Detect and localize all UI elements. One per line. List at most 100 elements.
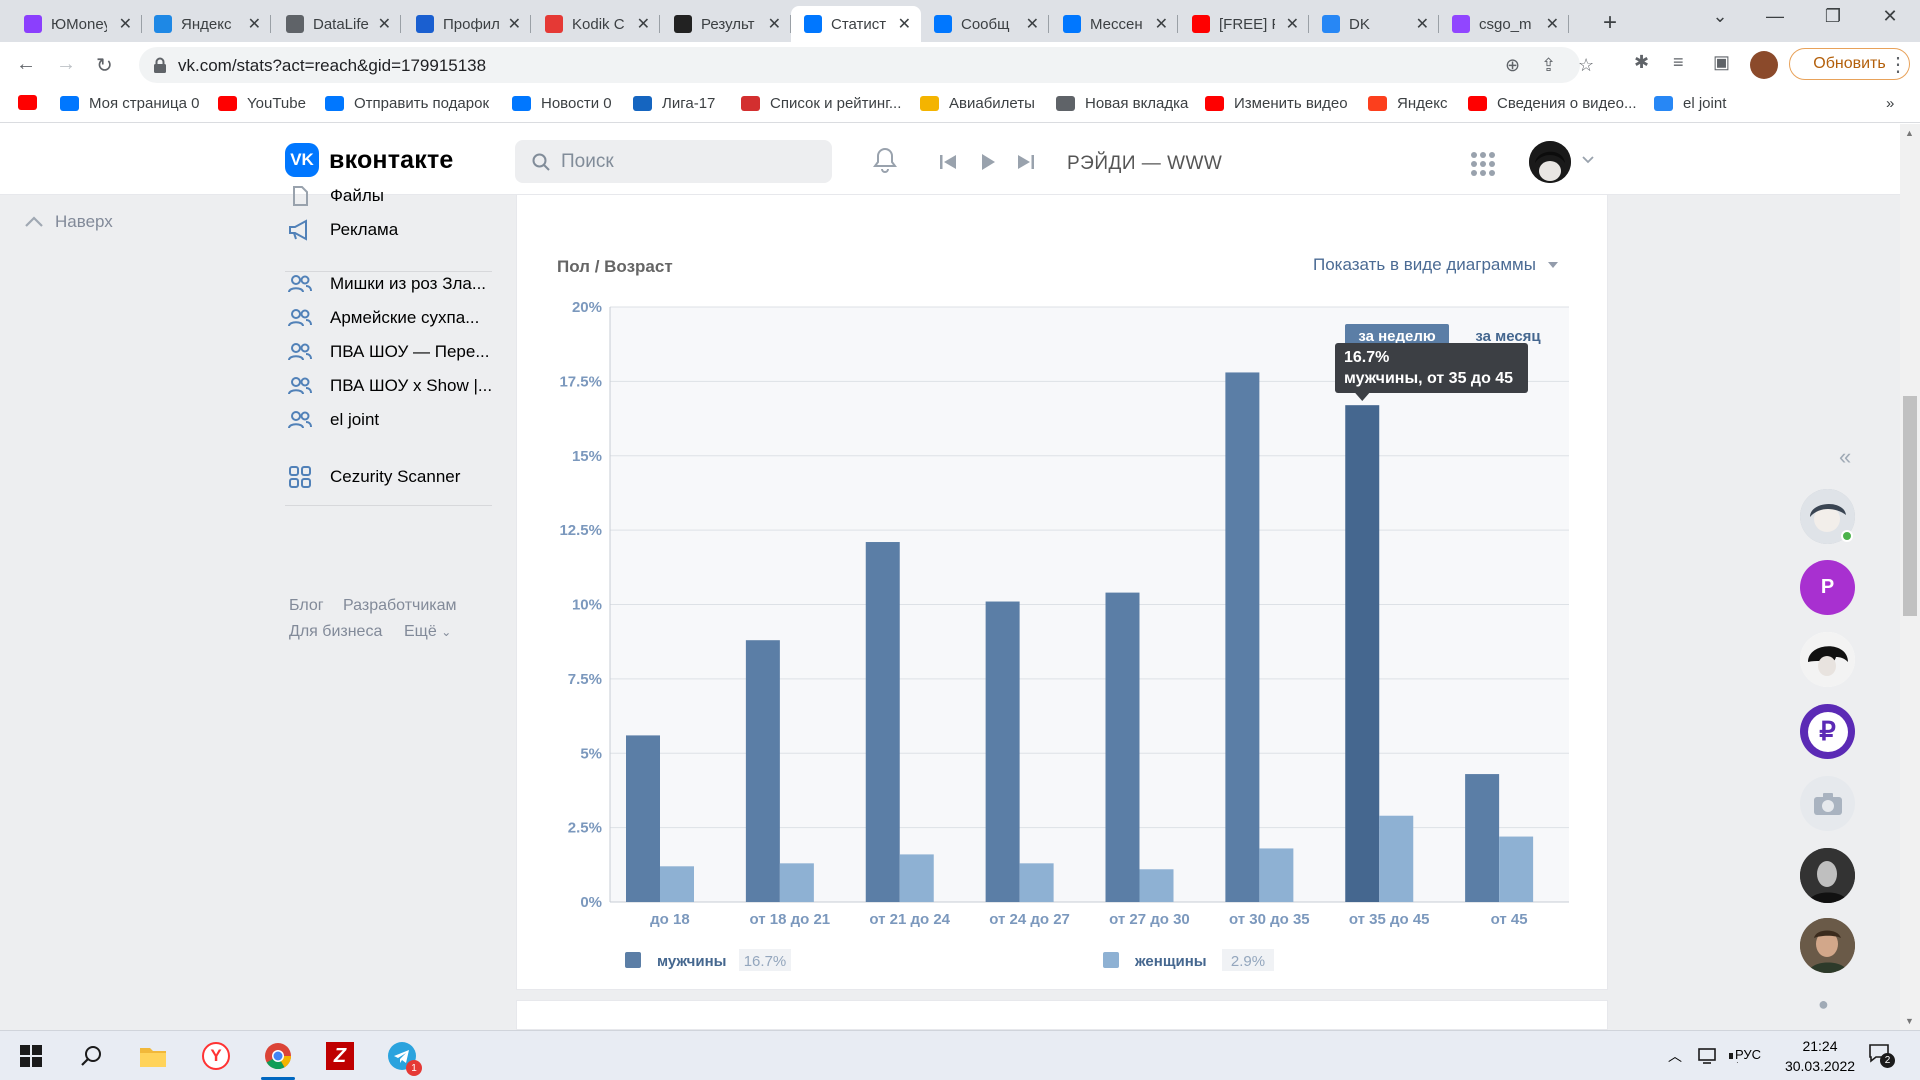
bar-male[interactable]: [745, 640, 780, 902]
vk-logo[interactable]: VK вконтакте: [285, 143, 454, 177]
bookmark-star-icon[interactable]: ☆: [1578, 55, 1595, 75]
close-tab-icon[interactable]: ✕: [636, 16, 650, 33]
browser-tab[interactable]: [FREE] F ✕: [1179, 6, 1309, 42]
chat-avatar[interactable]: P: [1800, 560, 1855, 615]
bookmark-item[interactable]: Новая вкладка: [1056, 95, 1188, 112]
browser-tab[interactable]: ЮMoney ✕: [11, 6, 142, 42]
period-month-button[interactable]: за месяц: [1475, 328, 1541, 345]
close-tab-icon[interactable]: ✕: [1285, 16, 1299, 33]
browser-tab[interactable]: Яндекс ✕: [141, 6, 271, 42]
yandex-browser-icon[interactable]: Y: [197, 1039, 235, 1073]
close-tab-icon[interactable]: ✕: [1415, 16, 1429, 33]
scroll-to-top-button[interactable]: Наверх: [25, 212, 113, 232]
bar-male[interactable]: [1105, 592, 1140, 902]
footer-link-developers[interactable]: Разработчикам: [343, 597, 457, 614]
scroll-down-arrow-icon[interactable]: ▼: [1905, 1016, 1914, 1026]
extensions-icon[interactable]: ✱: [1634, 52, 1650, 72]
menu-item[interactable]: Армейские сухпа...: [285, 308, 479, 328]
tab-search-icon[interactable]: ⌄: [1712, 6, 1728, 26]
search-input[interactable]: [561, 140, 821, 183]
scrollbar-thumb[interactable]: [1903, 396, 1917, 616]
minimize-icon[interactable]: —: [1766, 6, 1784, 26]
lock-icon[interactable]: [153, 57, 167, 73]
bookmark-item[interactable]: Новости 0: [512, 95, 612, 112]
bar-female[interactable]: [660, 866, 694, 902]
page-scrollbar[interactable]: ▲ ▼: [1900, 124, 1920, 1030]
browser-tab[interactable]: Kodik C ✕: [532, 6, 660, 42]
tray-expand-icon[interactable]: ︿: [1668, 1048, 1682, 1064]
search-icon[interactable]: [72, 1039, 110, 1073]
close-tab-icon[interactable]: ✕: [507, 16, 521, 33]
input-language[interactable]: РУС: [1733, 1047, 1762, 1062]
bookmark-item[interactable]: Лига-17: [633, 95, 715, 112]
chat-avatar[interactable]: [1800, 776, 1855, 831]
clock[interactable]: 21:24 30.03.2022: [1775, 1036, 1865, 1076]
close-tab-icon[interactable]: ✕: [1025, 16, 1039, 33]
filezilla-icon[interactable]: Z: [321, 1039, 359, 1073]
collapse-chats-icon[interactable]: «: [1839, 444, 1852, 469]
user-avatar[interactable]: [1529, 141, 1571, 183]
maximize-icon[interactable]: ❐: [1824, 6, 1842, 26]
browser-tab[interactable]: Сообщ ✕: [921, 6, 1049, 42]
chrome-icon[interactable]: [259, 1039, 297, 1080]
period-week-button[interactable]: [1345, 324, 1449, 348]
bar-female[interactable]: [1379, 815, 1414, 902]
bar-male[interactable]: [1465, 774, 1500, 902]
forward-icon[interactable]: →: [56, 53, 76, 75]
chat-bubble-icon[interactable]: ●: [1818, 994, 1829, 1014]
show-as-chart-toggle[interactable]: Показать в виде диаграммы: [1313, 255, 1558, 275]
bar-female[interactable]: [779, 863, 814, 902]
browser-tab[interactable]: Статист ✕: [791, 6, 921, 42]
menu-item[interactable]: Мишки из роз Зла...: [285, 274, 486, 294]
menu-item[interactable]: ПВА ШОУ — Пере...: [285, 342, 489, 362]
more-bookmarks-icon[interactable]: »: [1886, 95, 1895, 112]
notifications-icon[interactable]: 2: [1868, 1043, 1895, 1068]
previous-track-icon[interactable]: [939, 154, 957, 170]
footer-link-blog[interactable]: Блог: [289, 597, 324, 614]
browser-tab[interactable]: csgo_m ✕: [1439, 6, 1569, 42]
omnibox[interactable]: vk.com/stats?act=reach&gid=179915138 ⊕ ⇪…: [139, 47, 1594, 83]
bar-male[interactable]: [626, 735, 660, 902]
apps-grid-icon[interactable]: [1470, 151, 1496, 177]
play-icon[interactable]: [980, 153, 996, 171]
close-tab-icon[interactable]: ✕: [1545, 16, 1559, 33]
bar-female[interactable]: [1259, 848, 1294, 902]
bar-female[interactable]: [1139, 869, 1174, 902]
windows-start-icon[interactable]: [12, 1039, 50, 1073]
bar-male[interactable]: [865, 542, 900, 902]
menu-item[interactable]: Реклама: [285, 219, 398, 241]
zoom-icon[interactable]: ⊕: [1505, 55, 1521, 75]
bookmark-item[interactable]: Изменить видео: [1205, 95, 1348, 112]
close-tab-icon[interactable]: ✕: [897, 16, 911, 33]
browser-profile-avatar[interactable]: [1750, 51, 1778, 79]
close-tab-icon[interactable]: ✕: [767, 16, 781, 33]
bar-female[interactable]: [1499, 836, 1534, 902]
bookmark-item[interactable]: YouTube: [218, 95, 306, 112]
file-explorer-icon[interactable]: [134, 1039, 172, 1073]
notifications-bell-icon[interactable]: [872, 146, 898, 174]
close-tab-icon[interactable]: ✕: [1154, 16, 1168, 33]
footer-link-business[interactable]: Для бизнеса: [289, 623, 383, 640]
bookmark-item[interactable]: Авиабилеты: [920, 95, 1035, 112]
chat-avatar[interactable]: [1800, 848, 1855, 903]
chat-avatar[interactable]: ₽: [1800, 704, 1855, 759]
bookmark-item[interactable]: Яндекс: [1368, 95, 1447, 112]
scroll-up-arrow-icon[interactable]: ▲: [1905, 128, 1914, 138]
menu-item[interactable]: ПВА ШОУ x Show |...: [285, 376, 492, 396]
bookmark-item[interactable]: Отправить подарок: [325, 95, 489, 112]
close-tab-icon[interactable]: ✕: [247, 16, 261, 33]
footer-link-more[interactable]: Ещё ⌄: [404, 623, 452, 640]
close-tab-icon[interactable]: ✕: [118, 16, 132, 33]
bookmark-item[interactable]: Сведения о видео...: [1468, 95, 1637, 112]
bookmark-item[interactable]: [18, 95, 47, 110]
share-icon[interactable]: ⇪: [1541, 55, 1557, 75]
browser-tab[interactable]: Результ ✕: [661, 6, 791, 42]
bar-female[interactable]: [899, 854, 934, 902]
bar-male[interactable]: [985, 601, 1020, 902]
media-control-icon[interactable]: ≡: [1673, 52, 1684, 72]
browser-tab[interactable]: DK ✕: [1309, 6, 1439, 42]
side-panel-icon[interactable]: ▣: [1713, 52, 1731, 72]
bar-male[interactable]: [1345, 405, 1380, 902]
bookmark-item[interactable]: Список и рейтинг...: [741, 95, 901, 112]
menu-item[interactable]: Файлы: [285, 185, 384, 207]
